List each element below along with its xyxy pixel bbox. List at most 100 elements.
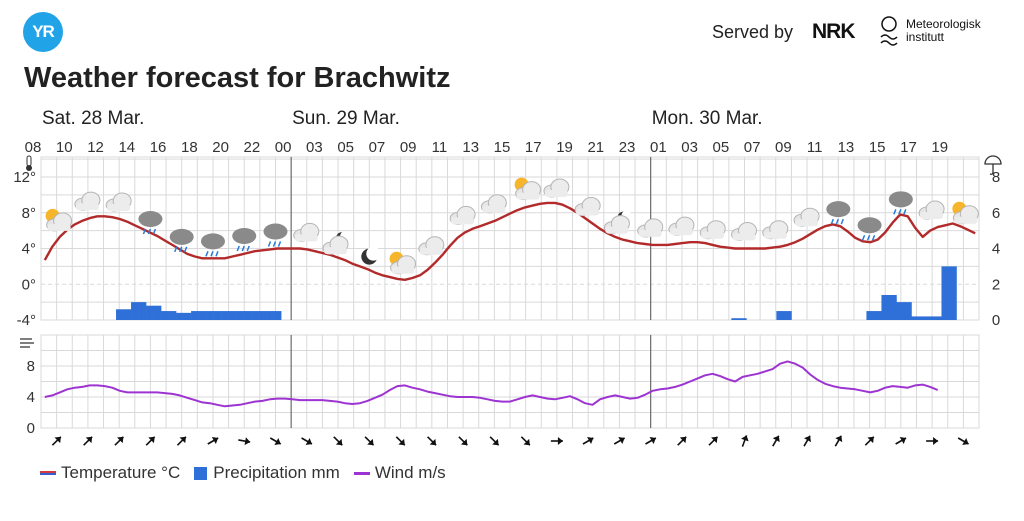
hour-tick-label: 17 [900, 139, 917, 156]
precipitation-bar [161, 311, 169, 320]
wind-arrow-icon [176, 436, 187, 446]
hour-tick-label: 03 [681, 139, 698, 156]
precipitation-bar [176, 312, 184, 320]
hour-tick-label: 00 [275, 139, 292, 156]
wind-arrow-icon [550, 437, 563, 445]
wind-arrow-icon [864, 436, 875, 446]
weather-symbols [45, 177, 979, 275]
rain-cloud-icon [169, 228, 194, 253]
hour-tick-label: 01 [650, 139, 667, 156]
wind-arrow-icon [489, 436, 500, 446]
temp-tick-label: 4° [22, 241, 36, 258]
precipitation-bar [206, 311, 214, 320]
wind-arrow-icon [895, 437, 907, 445]
precipitation-bar [243, 311, 252, 320]
hour-tick-label: 22 [244, 139, 261, 156]
precipitation-bar [918, 316, 927, 320]
precipitation-bar [896, 302, 905, 320]
legend-precipitation: Precipitation mm [194, 463, 340, 483]
cloudy-icon [449, 205, 476, 225]
legend-precipitation-label: Precipitation mm [213, 463, 340, 482]
rain-cloud-icon [826, 201, 851, 225]
wind-arrow-icon [926, 437, 939, 445]
precipitation-bar [168, 311, 177, 320]
temp-tick-label: -4° [17, 312, 36, 329]
cloudy-icon [105, 192, 132, 212]
wind-icon [20, 338, 34, 348]
wind-tick-label: 8 [27, 358, 35, 375]
cloudy-icon [74, 191, 101, 211]
precipitation-bar [783, 311, 792, 320]
precipitation-bar [866, 311, 875, 320]
wind-arrow-icon [613, 437, 626, 445]
precipitation-bar [123, 309, 132, 320]
temperature-line [43, 201, 976, 281]
served-by-label: Served by [712, 22, 794, 42]
wind-arrow-icon [269, 437, 282, 445]
hour-tick-label: 10 [56, 139, 73, 156]
partly-sunny-icon [514, 177, 542, 201]
night-moon-icon [361, 246, 381, 265]
precipitation-bar [191, 311, 199, 320]
precipitation-swatch [194, 466, 208, 480]
cloudy-icon [480, 194, 507, 214]
legend: Temperature °C Precipitation mm Wind m/s [40, 463, 460, 483]
cloudy-night-icon [603, 210, 632, 235]
precipitation-bar [266, 311, 274, 320]
partly-sunny-icon [952, 201, 979, 225]
wind-arrows [51, 435, 969, 447]
day-label: Sun. 29 Mar. [292, 108, 400, 129]
hour-tick-label: 05 [337, 139, 354, 156]
hour-tick-label: 16 [150, 139, 167, 156]
cloudy-icon [793, 207, 820, 227]
cloudy-icon [637, 218, 664, 238]
precipitation-bar [888, 294, 897, 320]
rain-cloud-icon [857, 217, 882, 241]
hour-tick-label: 23 [619, 139, 636, 156]
cloudy-icon [293, 222, 320, 242]
cloudy-icon [731, 222, 757, 241]
wind-series [44, 360, 939, 408]
rain-cloud-icon [138, 210, 163, 235]
yr-logo[interactable]: YR [23, 12, 63, 52]
temp-tick-label: 12° [13, 169, 36, 186]
wind-arrow-icon [51, 436, 62, 446]
legend-temperature-label: Temperature °C [61, 463, 181, 482]
hour-tick-label: 08 [25, 139, 42, 156]
hour-tick-label: 09 [775, 139, 792, 156]
precipitation-bar [926, 316, 935, 320]
precipitation-bar [731, 318, 740, 320]
umbrella-icon [984, 155, 1002, 175]
wind-arrow-icon [301, 437, 313, 445]
met-logo-text[interactable]: Meteorologisk institutt [906, 18, 981, 44]
precipitation-bar [933, 316, 942, 320]
day-labels: Sat. 28 Mar. Sun. 29 Mar. Mon. 30 Mar. [42, 108, 763, 129]
nrk-logo[interactable]: NRK [812, 20, 855, 43]
temp-tick-label: 0° [22, 276, 36, 293]
cloudy-icon [418, 236, 445, 256]
wind-arrow-icon [645, 437, 657, 445]
y-axes: 12° 8° 4° 0° -4° 8 6 4 2 0 8 4 0 [13, 155, 1002, 437]
wind-arrow-icon [582, 437, 594, 445]
legend-temperature: Temperature °C [40, 463, 180, 483]
hour-tick-label: 05 [713, 139, 730, 156]
wind-arrow-icon [114, 436, 124, 446]
page-title: Weather forecast for Brachwitz [24, 62, 451, 94]
legend-wind-label: Wind m/s [374, 463, 446, 482]
forecast-chart: Sat. 28 Mar. Sun. 29 Mar. Mon. 30 Mar. 08 1… [13, 108, 1002, 447]
precipitation-bar [153, 305, 162, 320]
hour-tick-label: 13 [462, 139, 479, 156]
hour-tick-label: 11 [807, 139, 823, 156]
wind-arrow-icon [803, 435, 811, 447]
precipitation-bar [903, 302, 912, 320]
day-label: Mon. 30 Mar. [652, 108, 763, 129]
precipitation-bar [236, 311, 244, 320]
temp-tick-label: 8° [22, 205, 36, 222]
hour-tick-label: 18 [181, 139, 198, 156]
partly-sunny-icon [389, 251, 417, 275]
precipitation-bar [131, 302, 139, 320]
wind-swatch [353, 471, 370, 475]
cloudy-icon [918, 200, 945, 220]
wind-arrow-icon [957, 437, 969, 445]
wind-arrow-icon [238, 437, 251, 446]
